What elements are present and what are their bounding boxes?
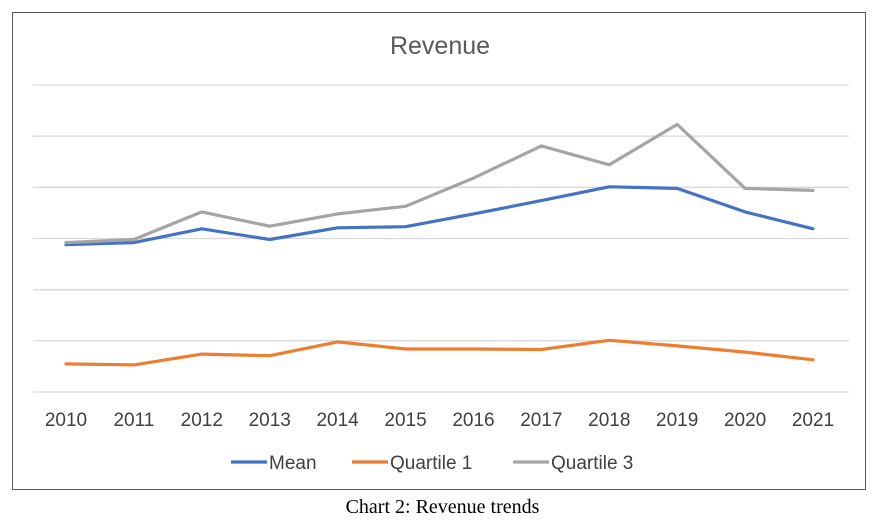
x-tick-label: 2012 [181,410,223,431]
gridlines [33,84,849,393]
series-line-mean [64,185,815,247]
series-lines [64,122,815,367]
chart-caption: Chart 2: Revenue trends [345,496,540,518]
x-tick-label: 2018 [588,410,630,431]
revenue-line-chart: Revenue 2010 2011 2012 2013 2014 2015 2016 2017… [33,32,849,474]
legend-label: Mean [269,453,317,474]
series-line-quartile-3 [64,122,815,245]
x-tick-label: 2014 [316,410,359,431]
x-axis-tick-labels: 2010 2011 2012 2013 2014 2015 2016 2017 2018 2019… [45,410,834,431]
legend: Mean Quartile 1 Quartile 3 [231,453,633,474]
x-tick-label: 2010 [45,410,87,431]
x-tick-label: 2020 [724,410,766,431]
series-line-quartile-1 [64,338,815,367]
x-tick-label: 2015 [384,410,426,431]
legend-label: Quartile 1 [390,453,472,474]
x-tick-label: 2016 [452,410,494,431]
chart-frame: Revenue 2010 2011 2012 2013 2014 2015 2016 2017… [12,12,866,490]
x-tick-label: 2011 [113,410,154,431]
chart-title: Revenue [390,32,490,60]
x-tick-label: 2021 [792,410,834,431]
x-tick-label: 2013 [249,410,291,431]
x-tick-label: 2017 [520,410,562,431]
x-tick-label: 2019 [656,410,698,431]
legend-label: Quartile 3 [551,453,633,474]
